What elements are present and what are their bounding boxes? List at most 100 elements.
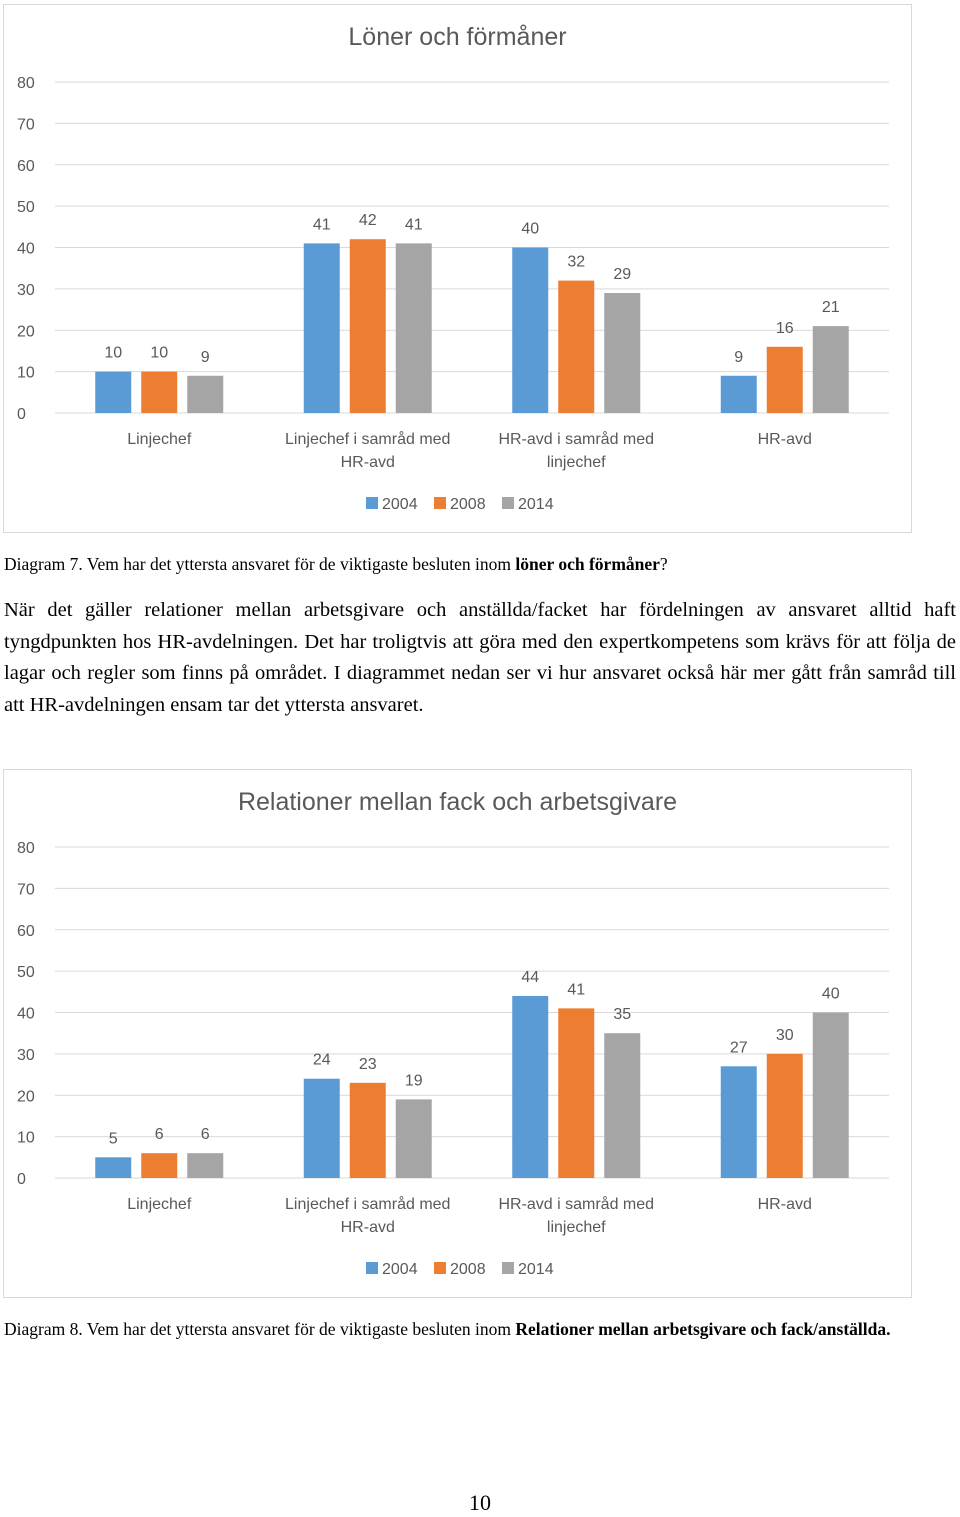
bar	[720, 1066, 757, 1178]
caption-text: Diagram 8. Vem har det yttersta ansvaret…	[4, 1319, 516, 1339]
y-tick-label: 30	[17, 1047, 35, 1064]
y-tick-label: 80	[17, 75, 35, 92]
y-tick-label: 60	[17, 158, 35, 175]
y-tick-label: 50	[17, 964, 35, 981]
y-tick-label: 10	[17, 1130, 35, 1147]
x-tick-label: HR-avd	[341, 1219, 395, 1236]
x-tick-label: Linjechef	[127, 431, 192, 448]
bar	[720, 375, 757, 413]
data-label: 5	[109, 1130, 118, 1147]
legend-label: 2014	[518, 1261, 554, 1278]
y-tick-label: 70	[17, 881, 35, 898]
x-tick-label: HR-avd i samråd med	[498, 1195, 654, 1213]
legend-label: 2014	[518, 496, 554, 513]
bar	[395, 243, 432, 413]
bar	[349, 239, 386, 413]
figure-caption-7: Diagram 7. Vem har det yttersta ansvaret…	[4, 551, 956, 577]
legend-label: 2004	[382, 496, 418, 513]
bar	[766, 346, 803, 413]
bar	[512, 995, 549, 1178]
bar	[141, 1153, 178, 1178]
bar	[95, 1157, 132, 1178]
y-tick-label: 40	[17, 241, 35, 258]
x-tick-label: HR-avd	[758, 1196, 812, 1213]
bar	[187, 375, 224, 413]
data-label: 10	[104, 345, 122, 362]
chart-relationer-fack-arbetsgivare: Relationer mellan fack och arbetsgivare …	[3, 769, 912, 1298]
bar	[303, 243, 340, 413]
y-tick-label: 20	[17, 1088, 35, 1105]
caption-bold: Relationer mellan arbetsgivare och fack/…	[515, 1319, 891, 1339]
y-tick-label: 0	[17, 1171, 26, 1188]
legend-swatch	[502, 497, 514, 509]
data-label: 35	[613, 1006, 631, 1023]
legend-swatch	[366, 1262, 378, 1274]
x-tick-label: HR-avd	[341, 454, 395, 471]
bar	[766, 1053, 803, 1178]
y-tick-label: 60	[17, 923, 35, 940]
bar	[303, 1078, 340, 1178]
data-label: 30	[776, 1027, 794, 1044]
x-tick-label: Linjechef	[127, 1196, 192, 1213]
data-label: 32	[567, 254, 585, 271]
page-number: 10	[469, 1490, 491, 1515]
data-label: 16	[776, 320, 794, 337]
data-label: 41	[405, 216, 423, 233]
data-label: 6	[201, 1126, 210, 1143]
data-label: 9	[201, 349, 210, 366]
bar	[604, 293, 641, 413]
data-label: 40	[521, 221, 539, 238]
bar	[187, 1153, 224, 1178]
x-tick-label: Linjechef i samråd med	[285, 1195, 450, 1213]
bar	[395, 1099, 432, 1178]
data-label: 10	[150, 345, 168, 362]
legend-swatch	[434, 497, 446, 509]
data-label: 40	[822, 986, 840, 1003]
legend-swatch	[366, 497, 378, 509]
bar	[512, 247, 549, 413]
bar	[349, 1082, 386, 1178]
chart-plot-area: 0 10 20 30 40 50 60 70 80 10 10 9 Linjechef 41 42 41 Lin…	[17, 75, 889, 513]
figure-caption-8: Diagram 8. Vem har det yttersta ansvaret…	[4, 1316, 956, 1342]
data-label: 21	[822, 299, 840, 316]
y-tick-label: 30	[17, 282, 35, 299]
caption-bold: löner och förmåner	[515, 554, 660, 574]
bar	[558, 1008, 595, 1178]
chart-plot-area: 0 10 20 30 40 50 60 70 80 5 6 6 Linjechef 24 23 19 Linje…	[17, 840, 889, 1278]
data-label: 44	[521, 969, 539, 986]
x-tick-label: linjechef	[547, 1219, 606, 1236]
x-tick-label: HR-avd i samråd med	[498, 430, 654, 448]
data-label: 42	[359, 212, 377, 229]
chart-title: Löner och förmåner	[348, 23, 567, 51]
data-label: 41	[313, 216, 331, 233]
legend-label: 2008	[450, 1261, 486, 1278]
x-tick-label: linjechef	[547, 454, 606, 471]
legend-swatch	[502, 1262, 514, 1274]
data-label: 9	[734, 349, 743, 366]
x-tick-label: HR-avd	[758, 431, 812, 448]
bar	[558, 280, 595, 413]
chart-loner-och-formaner: Löner och förmåner 0 10 20 30 40 50 60 70 80 10 10…	[3, 4, 912, 533]
y-tick-label: 80	[17, 840, 35, 857]
chart-title: Relationer mellan fack och arbetsgivare	[237, 788, 678, 816]
y-tick-label: 0	[17, 406, 26, 423]
y-tick-label: 10	[17, 365, 35, 382]
bar	[812, 326, 849, 413]
legend-label: 2004	[382, 1261, 418, 1278]
legend-swatch	[434, 1262, 446, 1274]
data-label: 27	[730, 1039, 748, 1056]
data-label: 19	[405, 1072, 423, 1089]
body-paragraph: När det gäller relationer mellan arbetsg…	[4, 599, 956, 716]
bar	[95, 371, 132, 413]
data-label: 24	[313, 1052, 331, 1069]
bar	[141, 371, 178, 413]
y-tick-label: 70	[17, 116, 35, 133]
caption-end: ?	[659, 554, 668, 574]
data-label: 23	[359, 1056, 377, 1073]
bar	[604, 1033, 641, 1178]
data-label: 41	[567, 981, 585, 998]
legend-label: 2008	[450, 496, 486, 513]
y-tick-label: 50	[17, 199, 35, 216]
x-tick-label: Linjechef i samråd med	[285, 430, 450, 448]
y-tick-label: 20	[17, 323, 35, 340]
